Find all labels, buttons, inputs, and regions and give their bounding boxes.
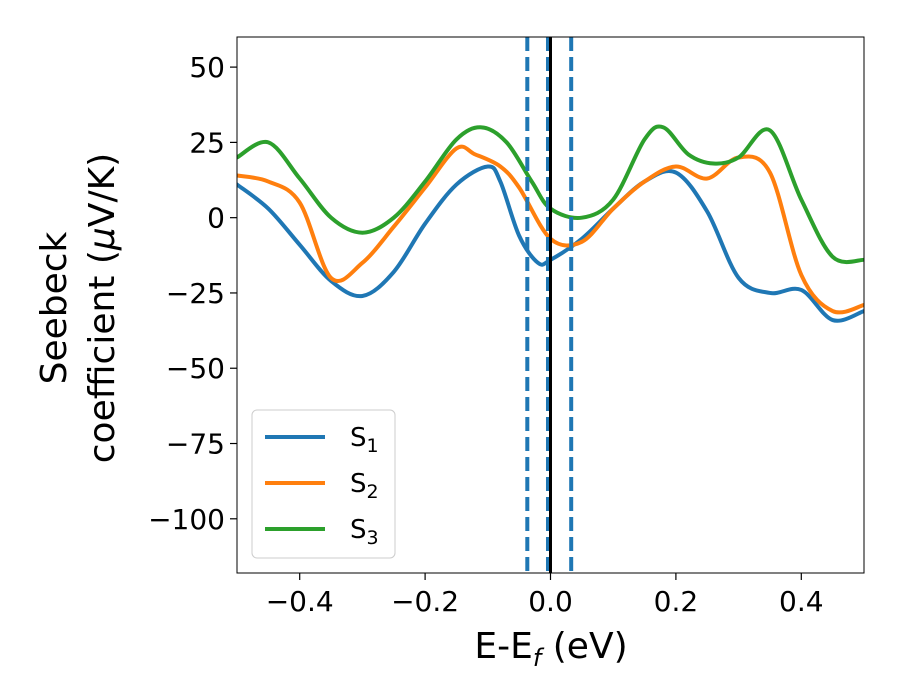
series-line-s2 [237, 144, 864, 315]
y-tick-label: −100 [148, 503, 225, 536]
series-line-s3 [237, 124, 864, 265]
vertical-lines [525, 37, 574, 573]
x-tick-label: 0.2 [654, 585, 699, 618]
y-tick-label: −75 [166, 428, 225, 461]
legend-label-s3: S3 [350, 515, 379, 549]
y-tick-label: 25 [189, 126, 225, 159]
y-tick-label: −25 [166, 277, 225, 310]
y-axis-label: Seebeck coefficient (μV/K) [34, 153, 123, 463]
x-tick-label: −0.2 [391, 585, 459, 618]
plot-lines [237, 124, 864, 323]
y-axis: 50 25 0 −25 −50 −75 −100 [148, 51, 237, 536]
legend: S1 S2 S3 [251, 409, 396, 559]
y-tick-label: 0 [207, 202, 225, 235]
legend-label-s1: S1 [350, 423, 379, 457]
y-axis-label-line1: Seebeck [34, 231, 75, 384]
y-tick-label: 50 [189, 51, 225, 84]
x-tick-label: −0.4 [266, 585, 334, 618]
x-tick-label: 0.4 [779, 585, 824, 618]
x-tick-label: 0.0 [528, 585, 573, 618]
y-tick-label: −50 [166, 352, 225, 385]
y-axis-label-line2: coefficient (μV/K) [82, 153, 123, 463]
x-axis: −0.4 −0.2 0.0 0.2 0.4 [266, 573, 824, 618]
legend-label-s2: S2 [350, 469, 379, 503]
x-axis-label: E-Ef (eV) [474, 626, 627, 672]
series-line-s1 [237, 164, 864, 323]
